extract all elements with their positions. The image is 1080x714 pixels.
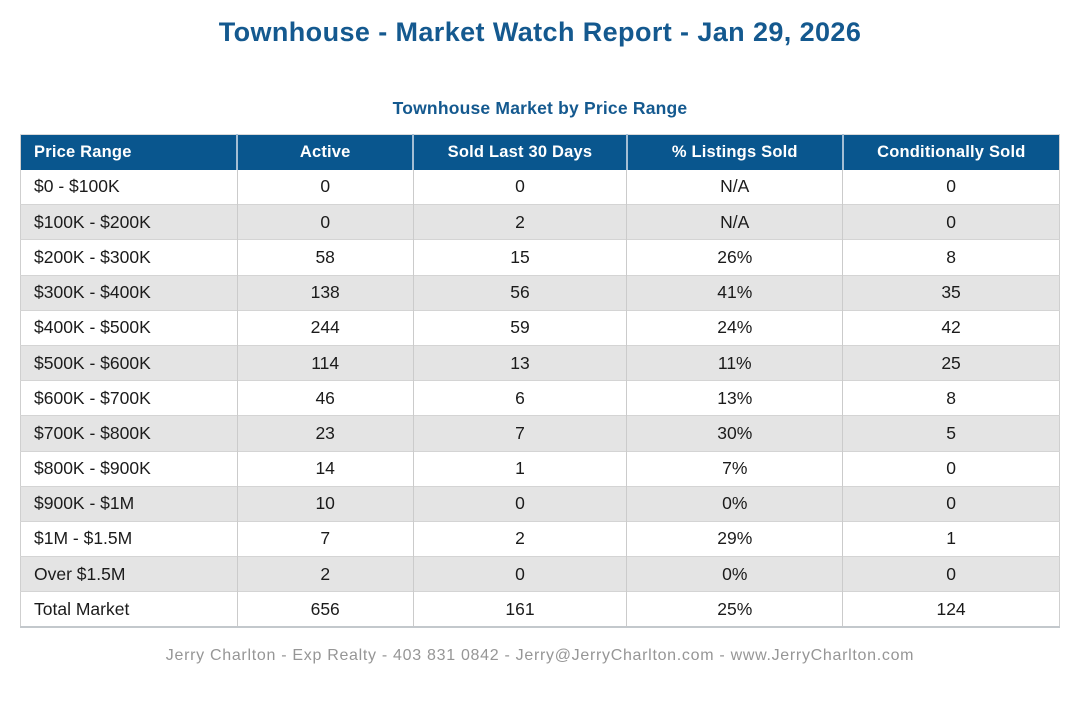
price-range-cell: $100K - $200K — [20, 204, 238, 240]
value-cell: N/A — [626, 169, 843, 205]
price-range-cell: $400K - $500K — [20, 309, 238, 346]
value-cell: 7 — [236, 520, 414, 557]
price-range-cell: $1M - $1.5M — [20, 520, 238, 557]
price-range-cell: $0 - $100K — [20, 169, 238, 205]
table-row: $600K - $700K 46 6 13% 8 — [20, 380, 1060, 416]
table-row: $500K - $600K 114 13 11% 25 — [20, 344, 1060, 381]
value-cell: 23 — [236, 415, 414, 451]
table-row: Total Market 656 161 25% 124 — [20, 591, 1060, 627]
table-row: $0 - $100K 0 0 N/A 0 — [20, 169, 1060, 205]
value-cell: 0 — [842, 204, 1060, 240]
price-range-cell: Total Market — [20, 591, 238, 627]
price-range-cell: $200K - $300K — [20, 239, 238, 276]
value-cell: 161 — [412, 591, 627, 627]
value-cell: 42 — [842, 309, 1060, 346]
value-cell: 14 — [236, 450, 414, 487]
value-cell: 0 — [412, 169, 627, 205]
table-row: $100K - $200K 0 2 N/A 0 — [20, 204, 1060, 240]
column-header: Price Range — [20, 134, 238, 170]
value-cell: 0 — [412, 485, 627, 522]
value-cell: 26% — [626, 239, 843, 276]
table-row: $1M - $1.5M 7 2 29% 1 — [20, 520, 1060, 557]
table-row: $300K - $400K 138 56 41% 35 — [20, 274, 1060, 311]
table-header: Price Range Active Sold Last 30 Days% List… — [20, 134, 1060, 170]
table-row: $800K - $900K 14 1 7% 0 — [20, 450, 1060, 487]
value-cell: 35 — [842, 274, 1060, 311]
value-cell: 0 — [236, 169, 414, 205]
table-row: $200K - $300K 58 15 26% 8 — [20, 239, 1060, 276]
value-cell: 15 — [412, 239, 627, 276]
value-cell: 0 — [412, 556, 627, 592]
price-range-cell: Over $1.5M — [20, 556, 238, 592]
value-cell: 0 — [236, 204, 414, 240]
value-cell: 1 — [842, 520, 1060, 557]
page-title: Townhouse - Market Watch Report - Jan 29… — [218, 17, 862, 47]
value-cell: 124 — [842, 591, 1060, 627]
table-row: Over $1.5M 2 0 0% 0 — [20, 556, 1060, 592]
value-cell: 25 — [842, 344, 1060, 381]
value-cell: 0 — [842, 169, 1060, 205]
value-cell: 13% — [626, 380, 843, 416]
value-cell: 0 — [842, 450, 1060, 487]
value-cell: 29% — [626, 520, 843, 557]
table-body: $0 - $100K 0 0 N/A 0 $100K - $200K 0 2 N/A 0 $200K… — [20, 169, 1060, 627]
price-range-cell: $700K - $800K — [20, 415, 238, 451]
value-cell: 8 — [842, 380, 1060, 416]
value-cell: 2 — [412, 204, 627, 240]
price-range-table-container: Price Range Active Sold Last 30 Days% List… — [20, 134, 1060, 628]
value-cell: 56 — [412, 274, 627, 311]
value-cell: 8 — [842, 239, 1060, 276]
footer-contact-info: Jerry Charlton - Exp Realty - 403 831 08… — [165, 646, 915, 664]
value-cell: 0% — [626, 485, 843, 522]
value-cell: 0 — [842, 556, 1060, 592]
price-range-cell: $500K - $600K — [20, 344, 238, 381]
table-row: $700K - $800K 23 7 30% 5 — [20, 415, 1060, 451]
column-header: % Listings Sold — [625, 134, 843, 170]
price-range-cell: $800K - $900K — [20, 450, 238, 487]
value-cell: 7 — [412, 415, 627, 451]
value-cell: 58 — [236, 239, 414, 276]
value-cell: N/A — [626, 204, 843, 240]
table-row: $900K - $1M 10 0 0% 0 — [20, 485, 1060, 522]
value-cell: 656 — [236, 591, 414, 627]
price-range-cell: $900K - $1M — [20, 485, 238, 522]
value-cell: 138 — [236, 274, 414, 311]
value-cell: 10 — [236, 485, 414, 522]
value-cell: 30% — [626, 415, 843, 451]
price-range-table: Price Range Active Sold Last 30 Days% List… — [20, 134, 1060, 628]
value-cell: 25% — [626, 591, 843, 627]
value-cell: 13 — [412, 344, 627, 381]
value-cell: 6 — [412, 380, 627, 416]
value-cell: 2 — [412, 520, 627, 557]
value-cell: 11% — [626, 344, 843, 381]
value-cell: 46 — [236, 380, 414, 416]
value-cell: 5 — [842, 415, 1060, 451]
value-cell: 1 — [412, 450, 627, 487]
value-cell: 244 — [236, 309, 414, 346]
value-cell: 7% — [626, 450, 843, 487]
price-range-cell: $300K - $400K — [20, 274, 238, 311]
value-cell: 0% — [626, 556, 843, 592]
table-row: $400K - $500K 244 59 24% 42 — [20, 309, 1060, 346]
table-title: Townhouse Market by Price Range — [392, 98, 688, 118]
value-cell: 0 — [842, 485, 1060, 522]
value-cell: 24% — [626, 309, 843, 346]
value-cell: 41% — [626, 274, 843, 311]
column-header: Conditionally Sold — [841, 134, 1060, 170]
value-cell: 59 — [412, 309, 627, 346]
column-header: Sold Last 30 Days — [412, 134, 627, 170]
column-header: Active — [236, 134, 414, 170]
value-cell: 2 — [236, 556, 414, 592]
table-header-row: Price Range Active Sold Last 30 Days% List… — [20, 134, 1060, 170]
price-range-cell: $600K - $700K — [20, 380, 238, 416]
value-cell: 114 — [236, 344, 414, 381]
